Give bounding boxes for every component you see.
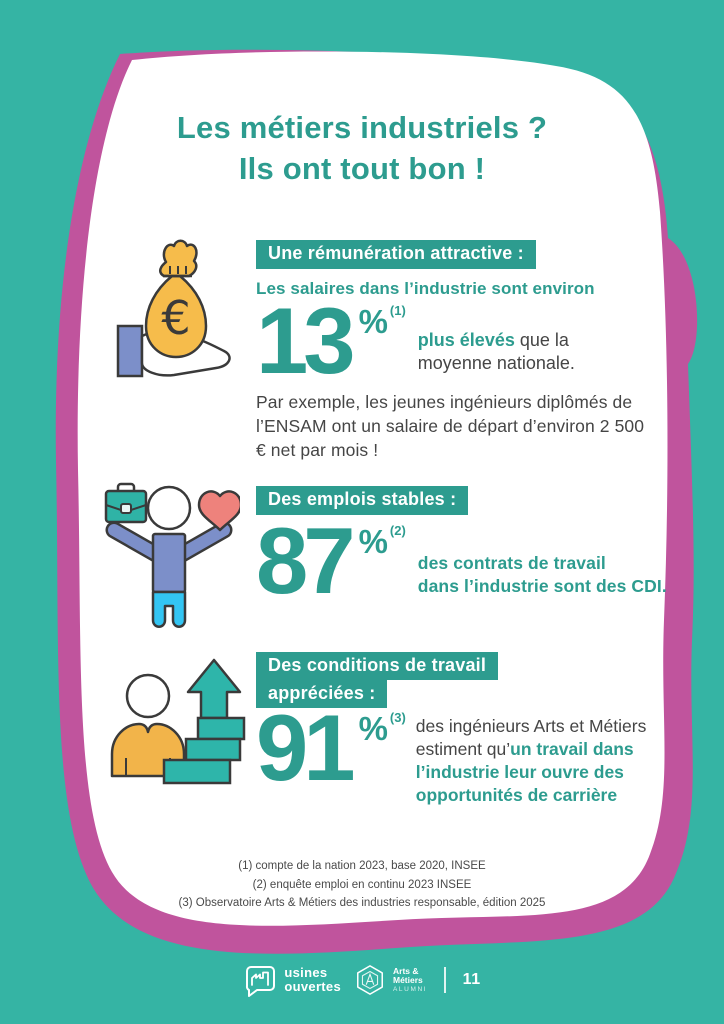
footnote-ref: (3) bbox=[389, 710, 406, 725]
section-conditions-badge-line2: appréciées : bbox=[256, 680, 388, 708]
stat-caption-plain: des ingénieurs Arts et Métiers estiment … bbox=[415, 716, 647, 760]
page-title-line2: Ils ont tout bon ! bbox=[238, 150, 486, 186]
stat-caption-rest: que la moyenne nationale. bbox=[417, 329, 575, 374]
stat-value: 13 bbox=[256, 288, 356, 393]
stat-13-percent: 13 % (1) plus élevés que la moyenne nati… bbox=[256, 288, 676, 393]
career-growth-icon bbox=[102, 656, 250, 796]
percent-sign: % bbox=[358, 303, 388, 340]
section-conditions: Des conditions de travail appréciées : 9… bbox=[256, 652, 696, 807]
arts-metiers-line1: Arts & bbox=[393, 965, 419, 976]
money-bag-icon: € bbox=[112, 236, 240, 383]
usines-ouvertes-label: usines ouvertes bbox=[284, 964, 341, 994]
section-remuneration-badge: Une rémunération attractive : bbox=[256, 240, 536, 269]
usines-ouvertes-logo: usines ouvertes bbox=[243, 963, 341, 997]
stat-87-percent: 87 % (2) des contrats de travail dans l’… bbox=[256, 508, 676, 613]
usines-label-line2: ouvertes bbox=[284, 979, 341, 994]
stat-value: 91 bbox=[256, 695, 356, 800]
footnote-ref: (1) bbox=[389, 303, 406, 318]
stat-caption-bold: un travail dans l’industrie leur ouvre d… bbox=[415, 739, 634, 806]
footnote-1: (1) compte de la nation 2023, base 2020,… bbox=[238, 860, 486, 872]
factory-bubble-icon bbox=[246, 966, 276, 997]
percent-sign: % bbox=[358, 523, 388, 560]
arts-metiers-alumni: ALUMNI bbox=[393, 986, 428, 994]
section-conditions-badge-line1: Des conditions de travail bbox=[256, 652, 499, 680]
arts-metiers-logo: Arts & Métiers ALUMNI bbox=[354, 963, 427, 997]
footnote-3: (3) Observatoire Arts & Métiers des indu… bbox=[178, 897, 546, 910]
stat-caption-line2: dans l’industrie sont des CDI. bbox=[417, 576, 667, 597]
footer-divider bbox=[444, 967, 446, 993]
happy-worker-icon bbox=[98, 478, 243, 633]
section-emplois-badge: Des emplois stables : bbox=[256, 486, 469, 515]
stat-91-percent: 91 % (3) des ingénieurs Arts et Métiers … bbox=[256, 695, 696, 807]
stat-caption: des ingénieurs Arts et Métiers estiment … bbox=[416, 715, 684, 807]
page-number: 11 bbox=[462, 971, 481, 988]
usines-label-line1: usines bbox=[284, 964, 328, 980]
example-paragraph: Par exemple, les jeunes ingénieurs diplô… bbox=[256, 392, 645, 460]
stat-caption-bold: plus élevés bbox=[417, 329, 515, 350]
percent-sign: % bbox=[358, 710, 388, 747]
stat-caption: des contrats de travail dans l’industrie… bbox=[418, 552, 667, 598]
stat-caption-line1: des contrats de travail bbox=[417, 553, 606, 573]
section-emplois: Des emplois stables : 87 % (2) des contr… bbox=[256, 486, 676, 613]
section-remuneration: Une rémunération attractive : Les salair… bbox=[256, 240, 676, 463]
page-title-line1: Les métiers industriels ? bbox=[176, 110, 548, 145]
arts-metiers-line2: Métiers bbox=[393, 974, 423, 985]
footnote-ref: (2) bbox=[389, 523, 406, 538]
arts-metiers-label: Arts & Métiers ALUMNI bbox=[393, 965, 428, 994]
footnotes: (1) compte de la nation 2023, base 2020,… bbox=[0, 857, 724, 913]
section-remuneration-intro: Les salaires dans l’industrie sont envir… bbox=[256, 279, 595, 298]
svg-text:€: € bbox=[161, 291, 190, 345]
stat-caption: plus élevés que la moyenne nationale. bbox=[418, 329, 608, 379]
hexagon-icon bbox=[357, 965, 383, 995]
footer: usines ouvertes Arts & Métiers ALUMNI 11 bbox=[0, 963, 724, 997]
footnote-2: (2) enquête emploi en continu 2023 INSEE bbox=[252, 878, 472, 891]
stat-value: 87 bbox=[256, 508, 356, 613]
page-title: Les métiers industriels ? Ils ont tout b… bbox=[0, 108, 724, 190]
